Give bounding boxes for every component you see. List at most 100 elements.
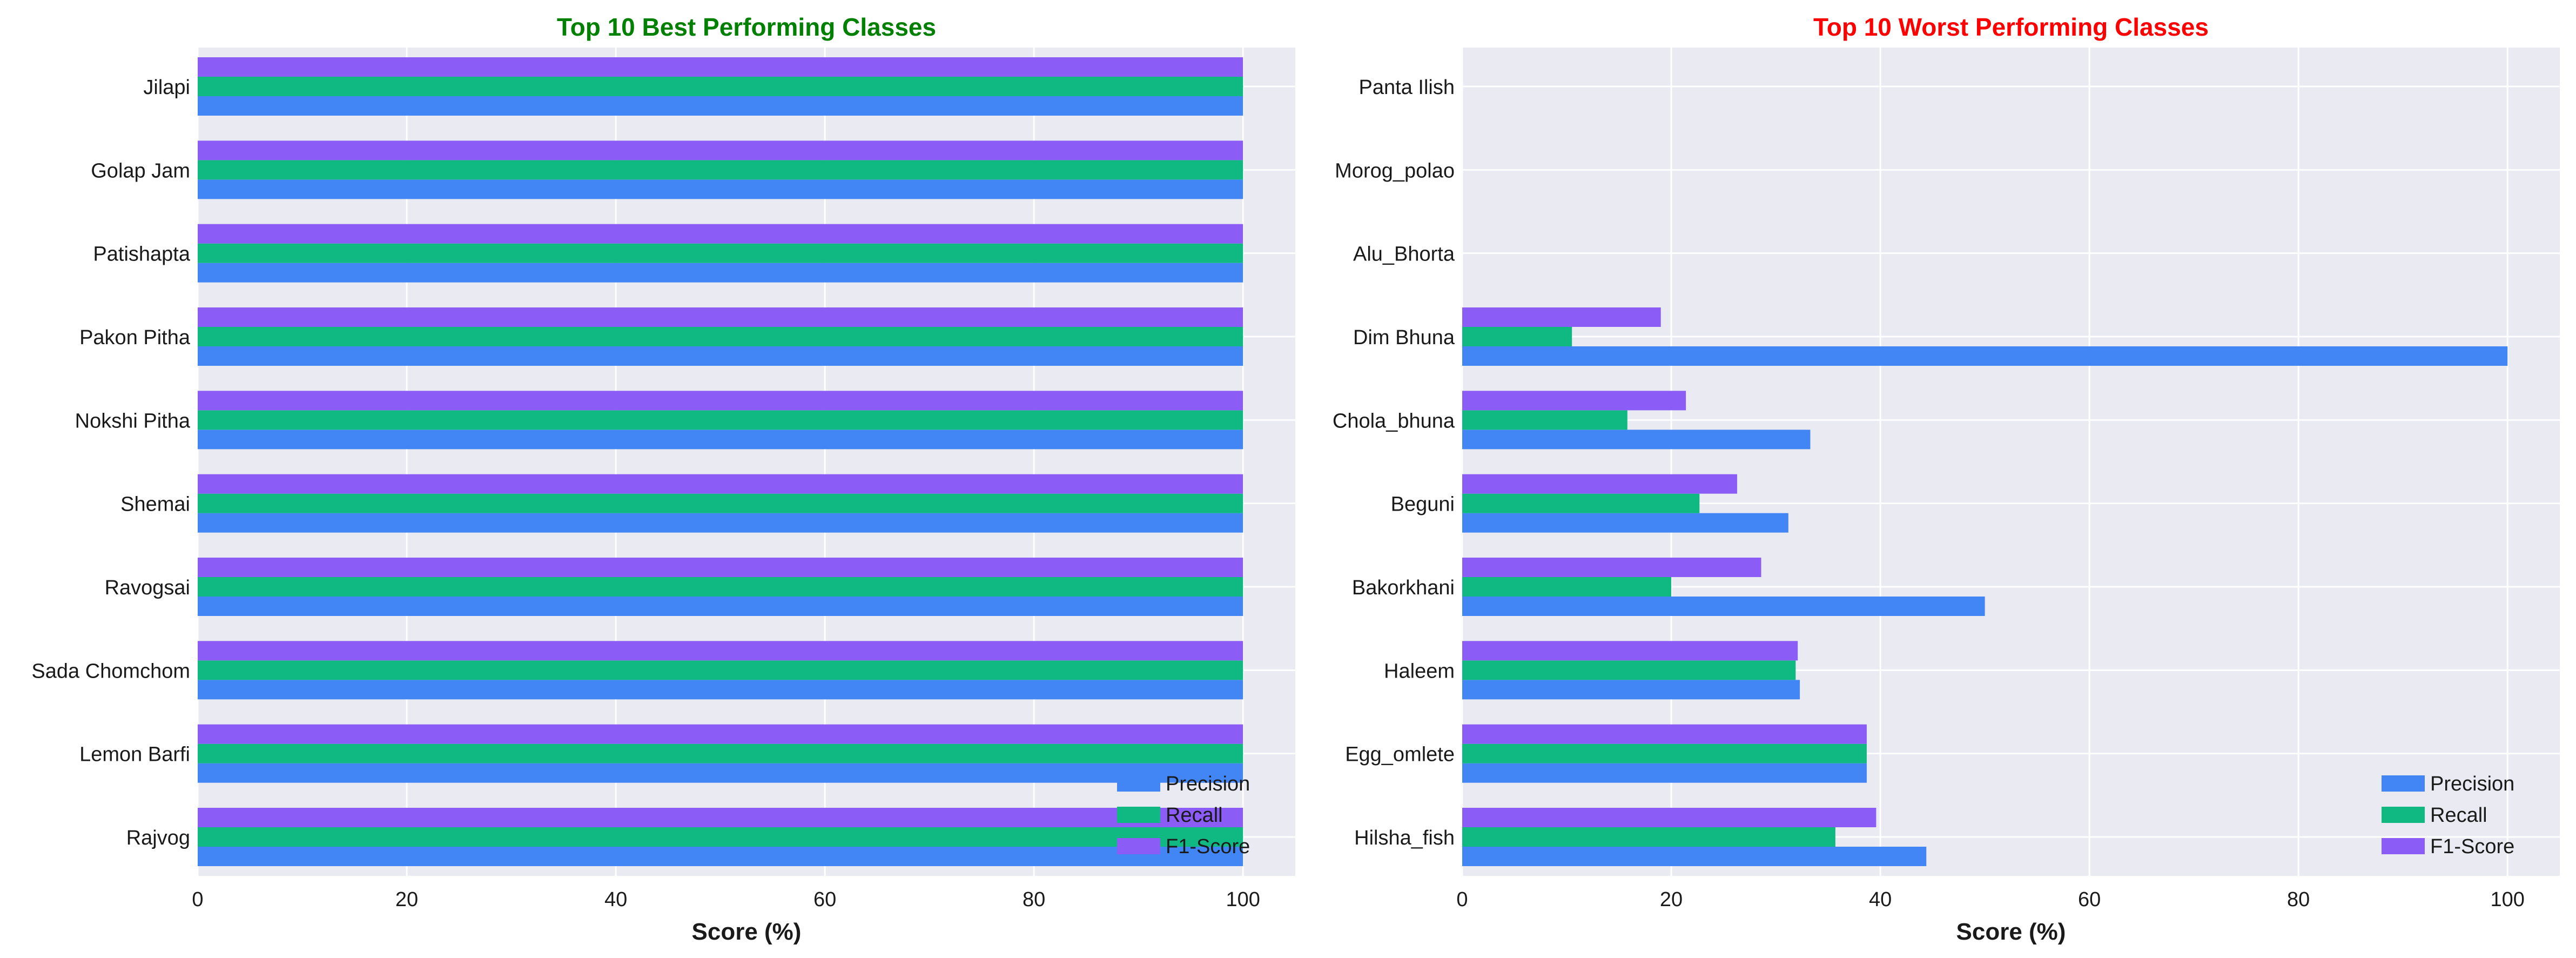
worst-chart-title: Top 10 Worst Performing Classes xyxy=(1813,13,2209,41)
bar-precision xyxy=(1462,597,1985,616)
bar-f1-score xyxy=(1462,724,1867,744)
legend: Precision Recall F1-Score xyxy=(2382,773,2514,858)
bar-precision xyxy=(198,179,1243,199)
bar-precision xyxy=(198,763,1243,783)
bar-precision xyxy=(198,263,1243,283)
category-label: Nokshi Pitha xyxy=(75,410,191,432)
bar-recall xyxy=(1462,410,1627,430)
legend-label: F1-Score xyxy=(1166,835,1250,858)
bar-precision xyxy=(198,96,1243,116)
legend-swatch xyxy=(1117,807,1160,823)
x-tick-label: 60 xyxy=(2078,888,2101,911)
legend-label: F1-Score xyxy=(2430,835,2514,858)
x-tick-label: 100 xyxy=(2491,888,2525,911)
bar-f1-score xyxy=(198,140,1243,160)
legend-swatch xyxy=(2382,838,2425,854)
category-label: Chola_bhuna xyxy=(1333,410,1455,432)
bar-f1-score xyxy=(198,307,1243,327)
bar-recall xyxy=(198,243,1243,263)
category-label: Haleem xyxy=(1384,660,1455,682)
legend-swatch xyxy=(1117,775,1160,792)
bar-recall xyxy=(198,660,1243,680)
bar-recall xyxy=(198,577,1243,597)
x-axis-label: Score (%) xyxy=(1956,919,2066,945)
x-tick-label: 80 xyxy=(1023,888,1045,911)
bar-recall xyxy=(198,77,1243,96)
x-tick-label: 60 xyxy=(813,888,836,911)
best-chart-title: Top 10 Best Performing Classes xyxy=(557,13,936,41)
category-label: Rajvog xyxy=(126,827,190,849)
bar-f1-score xyxy=(1462,808,1876,827)
category-label: Dim Bhuna xyxy=(1353,326,1455,349)
legend-swatch xyxy=(2382,807,2425,823)
bar-f1-score xyxy=(1462,641,1798,661)
bar-recall xyxy=(198,493,1243,513)
bar-precision xyxy=(1462,513,1788,533)
category-label: Morog_polao xyxy=(1335,159,1455,182)
x-tick-label: 40 xyxy=(1869,888,1892,911)
category-label: Golap Jam xyxy=(91,159,190,182)
category-label: Ravogsai xyxy=(105,577,190,599)
category-label: Jilapi xyxy=(143,76,190,99)
bar-precision xyxy=(1462,346,2508,366)
x-tick-label: 0 xyxy=(192,888,203,911)
category-label: Beguni xyxy=(1391,493,1455,516)
bar-precision xyxy=(1462,430,1811,450)
bar-precision xyxy=(198,346,1243,366)
bar-precision xyxy=(198,680,1243,700)
x-axis-label: Score (%) xyxy=(692,919,802,945)
category-label: Hilsha_fish xyxy=(1354,827,1455,849)
bar-f1-score xyxy=(1462,391,1686,411)
bar-f1-score xyxy=(198,558,1243,577)
category-label: Egg_omlete xyxy=(1345,743,1455,766)
bar-f1-score xyxy=(198,391,1243,411)
bar-f1-score xyxy=(1462,307,1661,327)
bar-f1-score xyxy=(198,724,1243,744)
bar-f1-score xyxy=(198,474,1243,494)
legend-label: Recall xyxy=(1166,804,1223,827)
legend-label: Precision xyxy=(2430,773,2514,795)
category-label: Lemon Barfi xyxy=(79,743,190,766)
category-label: Pakon Pitha xyxy=(79,326,191,349)
bar-recall xyxy=(1462,577,1672,597)
x-tick-label: 40 xyxy=(604,888,627,911)
x-tick-label: 80 xyxy=(2287,888,2310,911)
category-label: Patishapta xyxy=(93,243,190,266)
worst-classes-chart: Panta Ilish Morog_polao Alu_Bhorta Dim Bhun… xyxy=(1333,13,2560,945)
legend-label: Recall xyxy=(2430,804,2487,827)
x-tick-label: 100 xyxy=(1226,888,1260,911)
best-classes-chart: Jilapi Golap Jam Patishapta Pakon Pitha Noks… xyxy=(31,13,1295,945)
bar-recall xyxy=(198,160,1243,180)
bar-recall xyxy=(1462,660,1796,680)
bar-precision xyxy=(198,847,1243,866)
bar-recall xyxy=(198,327,1243,346)
bar-f1-score xyxy=(198,641,1243,661)
bar-precision xyxy=(198,597,1243,616)
bar-precision xyxy=(1462,763,1867,783)
bar-recall xyxy=(198,743,1243,763)
x-tick-label: 0 xyxy=(1456,888,1468,911)
category-label: Alu_Bhorta xyxy=(1353,243,1455,266)
bar-precision xyxy=(1462,847,1927,866)
bar-recall xyxy=(1462,743,1867,763)
bar-f1-score xyxy=(1462,558,1761,577)
x-tick-label: 20 xyxy=(1660,888,1683,911)
bar-recall xyxy=(198,827,1243,847)
legend: Precision Recall F1-Score xyxy=(1117,773,1250,858)
category-label: Bakorkhani xyxy=(1352,577,1455,599)
legend-swatch xyxy=(1117,838,1160,854)
bar-recall xyxy=(198,410,1243,430)
bar-f1-score xyxy=(198,57,1243,77)
bar-f1-score xyxy=(198,224,1243,244)
category-label: Sada Chomchom xyxy=(31,660,190,682)
bar-precision xyxy=(198,513,1243,533)
bar-precision xyxy=(198,430,1243,450)
legend-label: Precision xyxy=(1166,773,1250,795)
x-tick-label: 20 xyxy=(395,888,418,911)
bar-recall xyxy=(1462,327,1572,346)
category-label: Panta Ilish xyxy=(1359,76,1455,99)
bar-f1-score xyxy=(1462,474,1737,494)
bar-precision xyxy=(1462,680,1800,700)
bar-f1-score xyxy=(198,808,1243,827)
